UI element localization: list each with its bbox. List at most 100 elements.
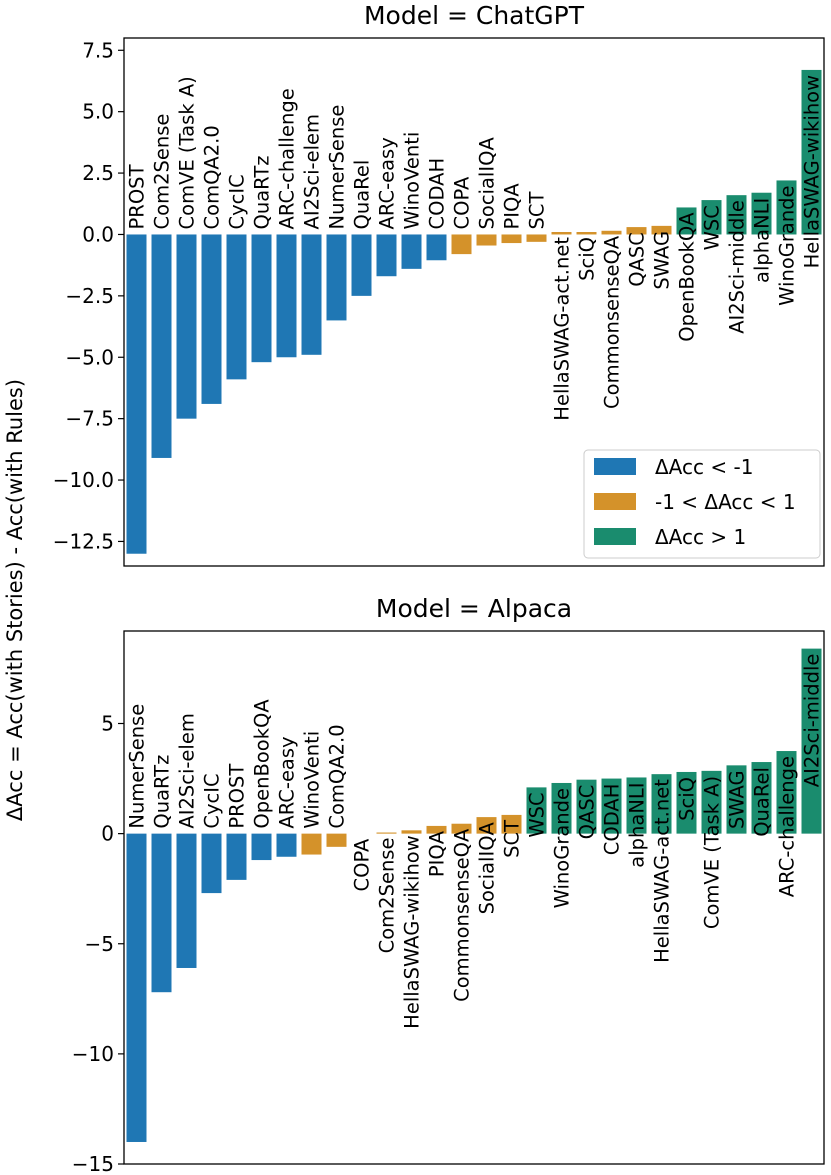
chatgpt-bar-label: ARC-challenge — [276, 88, 299, 229]
chatgpt-bar — [676, 207, 697, 235]
chatgpt-y-tick-label: 0.0 — [82, 222, 114, 246]
chatgpt-bar — [776, 180, 797, 235]
alpaca-bars — [126, 648, 822, 1142]
alpaca-bar — [376, 832, 397, 834]
chatgpt-bar-label: QASC — [626, 232, 649, 287]
legend-label-lt-neg1: ΔAcc < -1 — [655, 455, 753, 479]
alpaca-bar — [476, 817, 497, 834]
alpaca-y-tick-label: 0 — [101, 822, 114, 846]
alpaca-bar-label: QASC — [576, 785, 599, 840]
alpaca-bar-label: CODAH — [601, 784, 624, 856]
chatgpt-bar — [526, 234, 547, 242]
chatgpt-y-tick-label: −12.5 — [53, 529, 114, 553]
alpaca-bar — [751, 762, 772, 834]
alpaca-bar — [501, 814, 522, 834]
alpaca-bar — [276, 833, 297, 857]
alpaca-bar-label: QuaRel — [751, 767, 774, 837]
chatgpt-bar — [551, 232, 572, 235]
chatgpt-bar — [376, 234, 397, 277]
alpaca-bar — [451, 823, 472, 834]
alpaca-bar-label: AI2Sci-elem — [176, 713, 199, 828]
alpaca-bar — [401, 830, 422, 834]
panel-chatgpt: Model = ChatGPT 7.5 5.0 2.5 0.0 −2.5 −5.0 −7.5… — [53, 1, 825, 567]
chatgpt-bar-label: ComQA2.0 — [201, 125, 224, 229]
alpaca-bar-label: SWAG — [726, 770, 749, 829]
alpaca-y-tick-label: −10 — [72, 1042, 114, 1066]
chatgpt-bar — [726, 195, 747, 235]
chatgpt-bar — [226, 234, 247, 380]
alpaca-bar — [801, 648, 822, 834]
alpaca-y-tick-label: −5 — [85, 932, 114, 956]
alpaca-bar-label: SciQ — [676, 777, 699, 821]
alpaca-bar-label: ARC-challenge — [776, 756, 799, 897]
alpaca-bar — [726, 765, 747, 834]
alpaca-bar-label: CommonsenseQA — [451, 828, 474, 1002]
legend-swatch-lt-neg1 — [594, 458, 636, 475]
chatgpt-bar-label: CODAH — [426, 158, 449, 230]
legend-label-gt-1: ΔAcc > 1 — [655, 525, 746, 549]
chatgpt-bar — [576, 232, 597, 235]
chatgpt-axes-frame — [123, 37, 825, 567]
chatgpt-bar-label: WinoGrande — [776, 185, 799, 305]
alpaca-bar — [326, 833, 347, 847]
chatgpt-bar-label: SciQ — [576, 237, 599, 281]
chatgpt-bar — [476, 234, 497, 246]
alpaca-bar-label: SCT — [501, 820, 524, 858]
alpaca-bar-label: HellaSWAG-wikihow — [401, 835, 424, 1029]
legend: ΔAcc < -1 -1 < ΔAcc < 1 ΔAcc > 1 — [583, 449, 821, 559]
chatgpt-y-tick-label: 7.5 — [82, 38, 114, 62]
chatgpt-bar-label: ARC-easy — [376, 137, 399, 229]
alpaca-bar-label: OpenBookQA — [251, 699, 274, 829]
alpaca-bar — [151, 833, 172, 993]
chatgpt-bar — [126, 234, 147, 554]
alpaca-bar-label: PIQA — [426, 830, 449, 877]
chatgpt-bar-label: SCT — [526, 191, 549, 229]
chatgpt-bar — [326, 234, 347, 321]
chatgpt-y-tick-label: 5.0 — [82, 100, 114, 124]
alpaca-bar-label: NumerSense — [126, 704, 149, 829]
chatgpt-bar-label: COPA — [451, 176, 474, 229]
alpaca-bar — [626, 777, 647, 834]
alpaca-bar-label: alphaNLI — [626, 782, 649, 867]
chatgpt-bar — [276, 234, 297, 358]
chatgpt-bar-label: CycIC — [226, 174, 249, 229]
alpaca-bar — [426, 825, 447, 834]
alpaca-bar-label: ComQA2.0 — [326, 724, 349, 828]
alpaca-bar-label: CycIC — [201, 773, 224, 828]
alpaca-y-ticks: 5 0 −5 −10 −15 — [72, 712, 124, 1175]
chatgpt-bar — [751, 192, 772, 235]
chatgpt-bar-label: PIQA — [501, 183, 524, 230]
chatgpt-bar-label: OpenBookQA — [676, 212, 699, 342]
chatgpt-bar-label: AI2Sci-middle — [726, 200, 749, 334]
chatgpt-bar — [201, 234, 222, 404]
alpaca-bar — [676, 771, 697, 834]
alpaca-bar — [701, 770, 722, 834]
chatgpt-y-ticks: 7.5 5.0 2.5 0.0 −2.5 −5.0 −7.5 −10.0 −12.5 — [53, 38, 124, 553]
chatgpt-bar-label: Com2Sense — [151, 114, 174, 230]
alpaca-bar — [301, 833, 322, 855]
chatgpt-bar-label: WinoVenti — [401, 132, 424, 230]
alpaca-bar — [176, 833, 197, 968]
alpaca-title: Model = Alpaca — [376, 594, 572, 623]
chatgpt-bar-label: QuaRTz — [251, 156, 274, 230]
chatgpt-bar — [601, 230, 622, 235]
chatgpt-y-tick-label: −10.0 — [53, 468, 114, 492]
alpaca-bar-label: PROST — [226, 764, 249, 829]
chatgpt-bar — [451, 234, 472, 255]
chatgpt-bar-label: PROST — [126, 164, 149, 229]
alpaca-bar-label: COPA — [351, 838, 374, 891]
legend-swatch-gt-1 — [594, 528, 636, 545]
chatgpt-y-tick-label: 2.5 — [82, 161, 114, 185]
legend-label-mid: -1 < ΔAcc < 1 — [655, 490, 796, 514]
chatgpt-bar-label: SocialIQA — [476, 137, 499, 230]
alpaca-axes-frame — [123, 630, 825, 1165]
chatgpt-bar — [626, 227, 647, 235]
chatgpt-bar-label: WSC — [701, 205, 724, 250]
chatgpt-bar — [651, 225, 672, 235]
alpaca-bar-label: ComVE (Task A) — [701, 776, 724, 929]
chatgpt-bar-label: SWAG — [651, 231, 674, 290]
alpaca-bar-label: WinoVenti — [301, 731, 324, 829]
chatgpt-bar — [701, 200, 722, 235]
alpaca-bar-label: Com2Sense — [376, 838, 399, 954]
